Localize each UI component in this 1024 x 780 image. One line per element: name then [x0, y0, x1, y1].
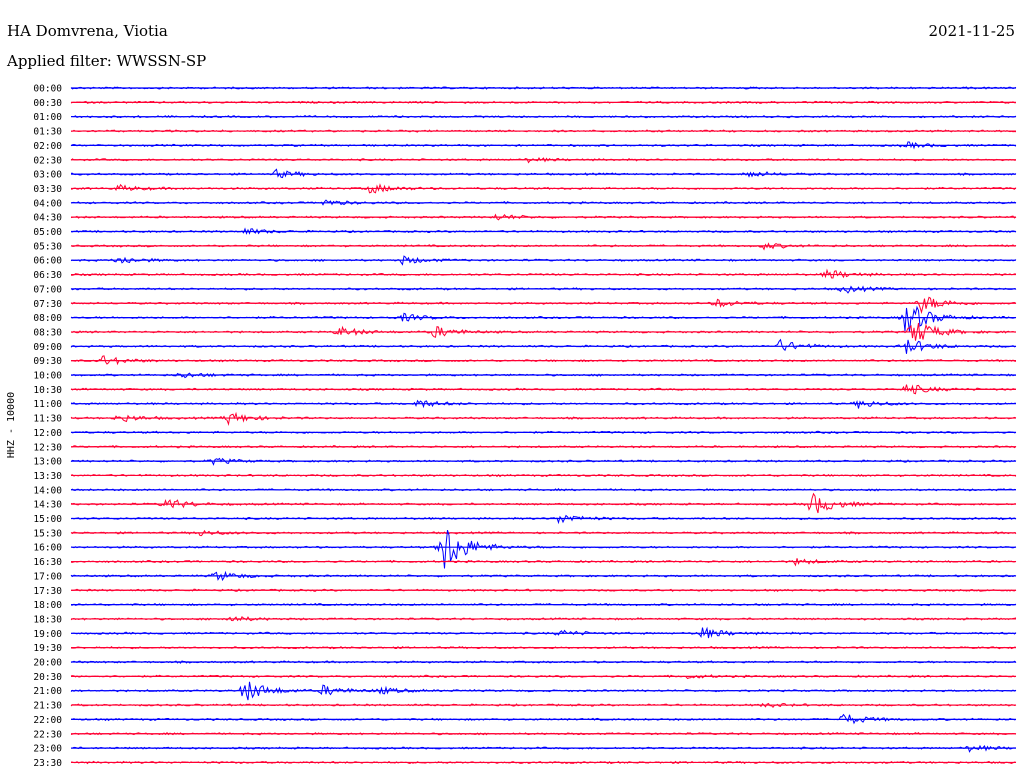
time-tick-label: 22:00 — [33, 715, 62, 726]
time-tick-labels: 00:00 00:30 01:00 01:30 02:00 02:30 03:00 03:30… — [33, 84, 62, 769]
time-tick-label: 13:30 — [33, 471, 62, 482]
time-tick-label: 18:30 — [33, 614, 62, 625]
time-tick-label: 00:30 — [33, 98, 62, 109]
seismic-trace-0800 — [70, 305, 1017, 333]
time-tick-label: 11:30 — [33, 414, 62, 425]
time-tick-label: 04:00 — [33, 198, 62, 209]
seismic-trace-1100 — [70, 399, 1017, 409]
time-tick-label: 21:00 — [33, 686, 62, 697]
time-tick-label: 09:00 — [33, 342, 62, 353]
time-tick-label: 07:00 — [33, 284, 62, 295]
time-tick-label: 23:30 — [33, 758, 62, 769]
time-tick-label: 01:30 — [33, 127, 62, 138]
time-tick-label: 02:30 — [33, 155, 62, 166]
time-tick-label: 08:00 — [33, 313, 62, 324]
time-tick-label: 00:00 — [33, 84, 62, 95]
time-tick-label: 11:00 — [33, 399, 62, 410]
time-tick-label: 05:30 — [33, 241, 62, 252]
time-tick-label: 06:00 — [33, 256, 62, 267]
seismic-trace-0530 — [70, 242, 1017, 251]
time-tick-label: 02:00 — [33, 141, 62, 152]
channel-axis-label: HHZ - 10000 — [6, 392, 17, 458]
time-tick-label: 19:30 — [33, 643, 62, 654]
seismic-trace-0300 — [71, 168, 1017, 179]
time-tick-label: 19:00 — [33, 629, 62, 640]
time-tick-label: 12:00 — [33, 428, 62, 439]
time-tick-label: 20:30 — [33, 672, 62, 683]
time-tick-label: 07:30 — [33, 299, 62, 310]
time-tick-label: 20:00 — [33, 658, 62, 669]
seismic-trace-1530 — [70, 529, 1017, 537]
time-tick-label: 15:00 — [33, 514, 62, 525]
seismic-trace-0930 — [70, 355, 1017, 366]
seismic-trace-1430 — [70, 492, 1017, 514]
time-tick-label: 21:30 — [33, 701, 62, 712]
time-tick-label: 16:30 — [33, 557, 62, 568]
time-tick-label: 05:00 — [33, 227, 62, 238]
seismic-trace-1600 — [70, 529, 1017, 569]
time-tick-label: 17:00 — [33, 571, 62, 582]
time-tick-label: 08:30 — [33, 327, 62, 338]
time-tick-label: 13:00 — [33, 457, 62, 468]
seismic-trace-0730 — [70, 296, 1017, 315]
station-title: HA Domvrena, Viotia — [7, 22, 168, 40]
time-tick-label: 10:30 — [33, 385, 62, 396]
time-tick-label: 03:30 — [33, 184, 62, 195]
time-tick-label: 12:30 — [33, 442, 62, 453]
filter-label: Applied filter: WWSSN-SP — [7, 52, 207, 70]
time-tick-label: 06:30 — [33, 270, 62, 281]
trace-group — [70, 86, 1017, 765]
seismic-trace-1130 — [70, 411, 1017, 426]
date-label: 2021-11-25 — [928, 22, 1015, 40]
seismic-trace-2300 — [71, 744, 1016, 753]
time-tick-label: 01:00 — [33, 112, 62, 123]
seismic-trace-2000 — [70, 660, 1017, 664]
time-tick-label: 16:00 — [33, 543, 62, 554]
time-tick-label: 18:00 — [33, 600, 62, 611]
time-tick-label: 14:00 — [33, 485, 62, 496]
time-tick-label: 09:30 — [33, 356, 62, 367]
time-tick-label: 23:00 — [33, 744, 62, 755]
seismic-trace-0700 — [70, 285, 1017, 294]
time-tick-label: 17:30 — [33, 586, 62, 597]
time-tick-label: 03:00 — [33, 170, 62, 181]
time-tick-label: 04:30 — [33, 213, 62, 224]
time-tick-label: 22:30 — [33, 729, 62, 740]
time-tick-label: 14:30 — [33, 500, 62, 511]
time-tick-label: 15:30 — [33, 528, 62, 539]
time-tick-label: 10:00 — [33, 371, 62, 382]
